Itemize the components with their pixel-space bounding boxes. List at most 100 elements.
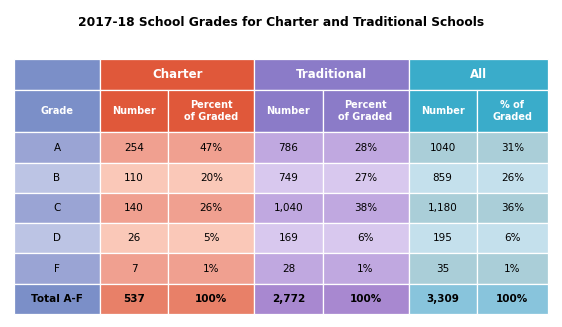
Text: 749: 749 — [279, 173, 298, 183]
Bar — [477, 284, 548, 314]
Text: 26%: 26% — [200, 203, 223, 213]
Bar — [254, 90, 323, 132]
Text: B: B — [53, 173, 61, 183]
Bar — [254, 253, 323, 284]
Text: 140: 140 — [124, 203, 144, 213]
Text: Charter: Charter — [152, 68, 202, 81]
Bar — [14, 132, 100, 163]
Text: 27%: 27% — [354, 173, 377, 183]
Text: 1040: 1040 — [429, 143, 456, 153]
Text: 2,772: 2,772 — [272, 294, 305, 304]
Text: 100%: 100% — [350, 294, 382, 304]
Bar — [254, 223, 323, 253]
Text: 6%: 6% — [357, 233, 374, 243]
Text: 859: 859 — [433, 173, 452, 183]
Text: Grade: Grade — [40, 106, 74, 116]
Bar — [477, 90, 548, 132]
Bar — [168, 90, 254, 132]
Text: 1,040: 1,040 — [274, 203, 303, 213]
Bar — [100, 90, 168, 132]
Text: 100%: 100% — [496, 294, 528, 304]
Text: 7: 7 — [131, 264, 138, 274]
Bar — [100, 223, 168, 253]
Text: 169: 169 — [279, 233, 298, 243]
Bar — [323, 253, 409, 284]
Text: 100%: 100% — [195, 294, 228, 304]
Bar — [14, 284, 100, 314]
Text: 31%: 31% — [501, 143, 524, 153]
Text: Percent
of Graded: Percent of Graded — [338, 100, 393, 122]
Text: Number: Number — [421, 106, 465, 116]
Text: F: F — [54, 264, 60, 274]
Text: All: All — [470, 68, 487, 81]
Bar — [254, 284, 323, 314]
Text: 195: 195 — [433, 233, 452, 243]
Bar — [409, 90, 477, 132]
Bar — [254, 132, 323, 163]
Text: 2017-18 School Grades for Charter and Traditional Schools: 2017-18 School Grades for Charter and Tr… — [78, 16, 484, 29]
Text: 110: 110 — [124, 173, 144, 183]
Bar — [14, 90, 100, 132]
Text: 1%: 1% — [504, 264, 520, 274]
Text: 20%: 20% — [200, 173, 223, 183]
Bar — [323, 132, 409, 163]
Bar — [409, 132, 477, 163]
Text: 38%: 38% — [354, 203, 377, 213]
Text: 26: 26 — [128, 233, 141, 243]
Bar — [168, 132, 254, 163]
Text: 1%: 1% — [203, 264, 220, 274]
Text: 28%: 28% — [354, 143, 377, 153]
Bar — [14, 253, 100, 284]
Bar — [254, 163, 323, 193]
Text: C: C — [53, 203, 61, 213]
Bar — [409, 223, 477, 253]
Bar — [323, 193, 409, 223]
Bar — [100, 59, 254, 90]
Bar — [168, 163, 254, 193]
Bar — [168, 284, 254, 314]
Bar — [323, 284, 409, 314]
Bar — [254, 59, 409, 90]
Bar — [323, 90, 409, 132]
Text: Percent
of Graded: Percent of Graded — [184, 100, 238, 122]
Bar — [409, 284, 477, 314]
Text: 26%: 26% — [501, 173, 524, 183]
Bar — [14, 193, 100, 223]
Text: Number: Number — [112, 106, 156, 116]
Text: 5%: 5% — [203, 233, 220, 243]
Text: D: D — [53, 233, 61, 243]
Bar — [409, 163, 477, 193]
Bar — [409, 59, 548, 90]
Text: 537: 537 — [123, 294, 145, 304]
Text: 6%: 6% — [504, 233, 520, 243]
Text: Traditional: Traditional — [296, 68, 367, 81]
Bar — [409, 253, 477, 284]
Bar — [100, 193, 168, 223]
Bar — [100, 253, 168, 284]
Bar — [477, 193, 548, 223]
Text: 1%: 1% — [357, 264, 374, 274]
Bar — [100, 284, 168, 314]
Text: 35: 35 — [436, 264, 449, 274]
Bar — [168, 223, 254, 253]
Text: 28: 28 — [282, 264, 295, 274]
Bar — [14, 59, 100, 90]
Text: 1,180: 1,180 — [428, 203, 457, 213]
Bar — [168, 253, 254, 284]
Bar — [100, 163, 168, 193]
Text: Number: Number — [266, 106, 310, 116]
Text: 36%: 36% — [501, 203, 524, 213]
Bar — [14, 223, 100, 253]
Text: 47%: 47% — [200, 143, 223, 153]
Bar — [477, 132, 548, 163]
Bar — [14, 163, 100, 193]
Text: A: A — [53, 143, 61, 153]
Bar — [409, 193, 477, 223]
Bar — [477, 253, 548, 284]
Bar — [323, 163, 409, 193]
Bar — [168, 193, 254, 223]
Bar — [100, 132, 168, 163]
Text: Total A-F: Total A-F — [31, 294, 83, 304]
Text: % of
Graded: % of Graded — [492, 100, 532, 122]
Bar — [477, 163, 548, 193]
